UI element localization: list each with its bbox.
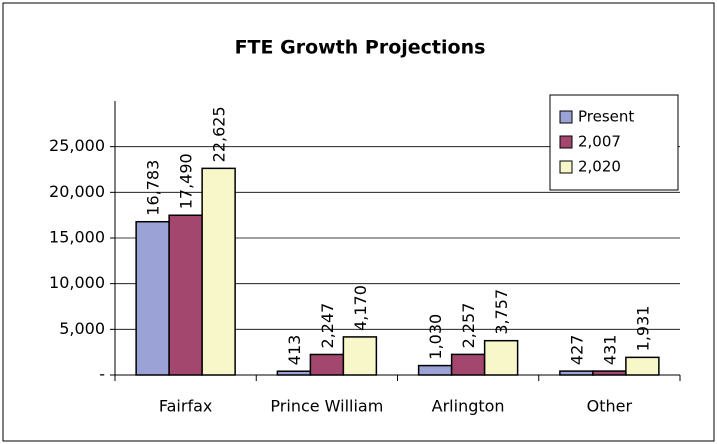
bar: [450, 353, 486, 376]
value-label: 1,931: [633, 306, 652, 352]
bar: [483, 339, 519, 376]
bar: [135, 220, 170, 376]
legend-swatch: [559, 135, 573, 149]
chart-title: FTE Growth Projections: [235, 37, 486, 59]
y-tick-label: 15,000: [49, 228, 105, 247]
value-label: 2,257: [459, 303, 478, 349]
x-tick-label: Other: [587, 397, 633, 416]
value-label: 431: [600, 335, 619, 366]
bar: [309, 353, 345, 376]
value-label: 413: [285, 335, 304, 366]
value-label: 3,757: [492, 289, 511, 335]
legend-swatch: [559, 110, 573, 124]
value-label: 4,170: [351, 285, 370, 331]
y-tick-label: 5,000: [59, 319, 105, 338]
bar: [625, 356, 660, 376]
bar: [342, 336, 378, 376]
value-label: 1,030: [426, 314, 445, 360]
bar: [417, 364, 453, 376]
legend-label: 2,007: [578, 133, 621, 151]
x-tick-label: Prince William: [270, 397, 383, 416]
value-label: 427: [567, 335, 586, 366]
bar: [276, 370, 312, 376]
x-tick-label: Fairfax: [159, 397, 212, 416]
bar: [592, 370, 627, 376]
bar: [201, 167, 236, 376]
bar: [168, 214, 203, 376]
y-tick-label: -: [99, 365, 105, 384]
value-label: 2,247: [318, 303, 337, 349]
legend-swatch: [559, 160, 573, 174]
bar: [559, 370, 594, 376]
x-tick-label: Arlington: [432, 397, 505, 416]
value-label: 17,490: [177, 153, 196, 209]
legend-label: Present: [578, 108, 634, 126]
value-label: 22,625: [210, 106, 229, 162]
legend-label: 2,020: [578, 158, 621, 176]
y-tick-label: 10,000: [49, 273, 105, 292]
y-tick-label: 20,000: [49, 182, 105, 201]
value-label: 16,783: [144, 160, 163, 216]
y-tick-label: 25,000: [49, 136, 105, 155]
